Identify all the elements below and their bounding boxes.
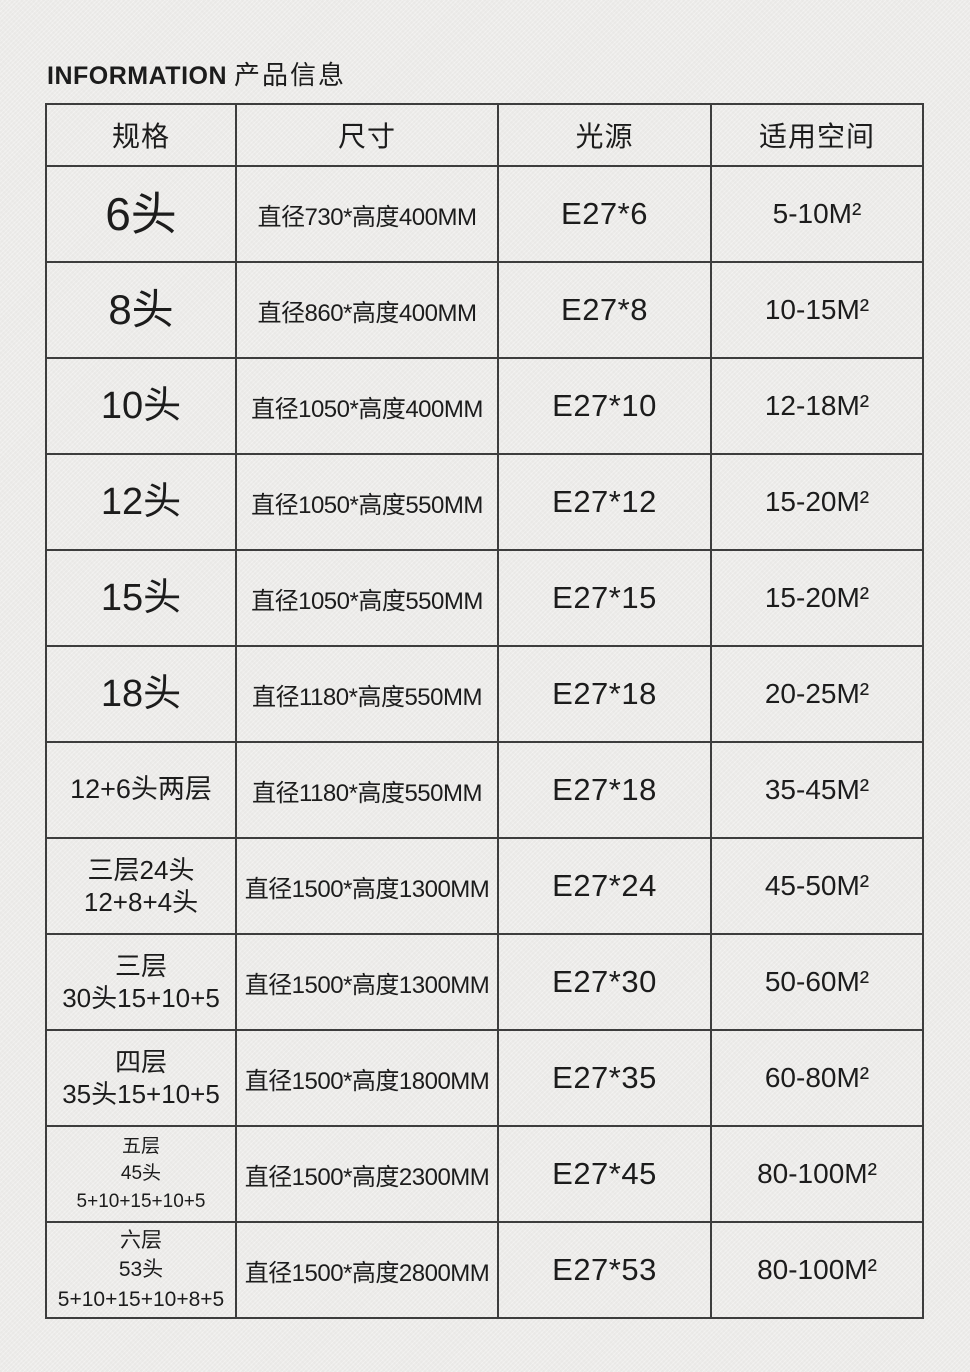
size-cell: 直径1050*高度400MM xyxy=(235,357,499,455)
space-cell: 35-45M² xyxy=(710,741,924,839)
section-title-zh: 产品信息 xyxy=(234,60,347,90)
size-cell: 直径1050*高度550MM xyxy=(235,549,499,647)
table-body: 6头 直径730*高度400MM E27*6 5-10M² 8头 直径860*高度400M… xyxy=(45,165,924,1319)
spec-cell: 五层 45头 5+10+15+10+5 xyxy=(45,1125,237,1223)
spec-cell: 18头 xyxy=(45,645,237,743)
light-source-cell: E27*12 xyxy=(497,453,712,551)
table-row: 12+6头两层 直径1180*高度550MM E27*18 35-45M² xyxy=(45,741,924,839)
space-cell: 45-50M² xyxy=(710,837,924,935)
spec-cell: 15头 xyxy=(45,549,237,647)
spec-cell: 六层 53头 5+10+15+10+8+5 xyxy=(45,1221,237,1319)
spec-line: 15头 xyxy=(100,577,182,619)
space-cell: 20-25M² xyxy=(710,645,924,743)
spec-cell: 三层 30头15+10+5 xyxy=(45,933,237,1031)
light-source-cell: E27*6 xyxy=(497,165,712,263)
size-cell: 直径1180*高度550MM xyxy=(235,645,499,743)
space-cell: 15-20M² xyxy=(710,549,924,647)
space-cell: 50-60M² xyxy=(710,933,924,1031)
product-spec-table: 规格 尺寸 光源 适用空间 6头 直径730*高度400MM E27*6 5-10M²… xyxy=(45,103,924,1319)
spec-line: 六层 xyxy=(120,1228,162,1252)
section-title: INFORMATION 产品信息 xyxy=(47,55,346,92)
light-source-cell: E27*24 xyxy=(497,837,712,935)
spec-line: 三层24头 xyxy=(87,854,195,885)
spec-cell: 12头 xyxy=(45,453,237,551)
spec-line: 5+10+15+10+8+5 xyxy=(57,1287,225,1311)
spec-line: 三层 xyxy=(114,950,167,981)
light-source-cell: E27*18 xyxy=(497,741,712,839)
space-cell: 60-80M² xyxy=(710,1029,924,1127)
size-cell: 直径1180*高度550MM xyxy=(235,741,499,839)
table-row: 三层 30头15+10+5 直径1500*高度1300MM E27*30 50-60M² xyxy=(45,933,924,1031)
spec-line: 10头 xyxy=(100,385,182,427)
section-title-en: INFORMATION xyxy=(47,62,228,90)
spec-line: 30头15+10+5 xyxy=(62,983,220,1013)
space-cell: 12-18M² xyxy=(710,357,924,455)
table-row: 15头 直径1050*高度550MM E27*15 15-20M² xyxy=(45,549,924,647)
light-source-cell: E27*45 xyxy=(497,1125,712,1223)
table-row: 10头 直径1050*高度400MM E27*10 12-18M² xyxy=(45,357,924,455)
column-header-space: 适用空间 xyxy=(710,103,924,167)
spec-cell: 6头 xyxy=(45,165,237,263)
size-cell: 直径1500*高度1300MM xyxy=(235,837,499,935)
space-cell: 5-10M² xyxy=(710,165,924,263)
spec-line: 8头 xyxy=(108,286,174,333)
space-cell: 80-100M² xyxy=(710,1125,924,1223)
spec-cell: 8头 xyxy=(45,261,237,359)
light-source-cell: E27*30 xyxy=(497,933,712,1031)
size-cell: 直径1500*高度1300MM xyxy=(235,933,499,1031)
size-cell: 直径1500*高度1800MM xyxy=(235,1029,499,1127)
spec-cell: 三层24头 12+8+4头 xyxy=(45,837,237,935)
size-cell: 直径860*高度400MM xyxy=(235,261,499,359)
column-header-light: 光源 xyxy=(497,103,712,167)
spec-line: 5+10+15+10+5 xyxy=(76,1190,206,1212)
size-cell: 直径1500*高度2800MM xyxy=(235,1221,499,1319)
light-source-cell: E27*8 xyxy=(497,261,712,359)
table-row: 6头 直径730*高度400MM E27*6 5-10M² xyxy=(45,165,924,263)
spec-line: 五层 xyxy=(121,1135,160,1157)
light-source-cell: E27*53 xyxy=(497,1221,712,1319)
column-header-size: 尺寸 xyxy=(235,103,499,167)
table-header-row: 规格 尺寸 光源 适用空间 xyxy=(45,103,924,167)
spec-line: 12头 xyxy=(100,481,182,523)
table-row: 8头 直径860*高度400MM E27*8 10-15M² xyxy=(45,261,924,359)
table-row: 四层 35头15+10+5 直径1500*高度1800MM E27*35 60-80M² xyxy=(45,1029,924,1127)
column-header-spec: 规格 xyxy=(45,103,237,167)
light-source-cell: E27*10 xyxy=(497,357,712,455)
table-row: 12头 直径1050*高度550MM E27*12 15-20M² xyxy=(45,453,924,551)
spec-line: 12+8+4头 xyxy=(83,887,199,917)
spec-line: 18头 xyxy=(100,673,182,715)
light-source-cell: E27*35 xyxy=(497,1029,712,1127)
spec-cell: 10头 xyxy=(45,357,237,455)
spec-line: 四层 xyxy=(114,1046,167,1077)
size-cell: 直径730*高度400MM xyxy=(235,165,499,263)
light-source-cell: E27*15 xyxy=(497,549,712,647)
table-row: 三层24头 12+8+4头 直径1500*高度1300MM E27*24 45-50M² xyxy=(45,837,924,935)
spec-line: 6头 xyxy=(105,188,177,240)
space-cell: 80-100M² xyxy=(710,1221,924,1319)
spec-cell: 四层 35头15+10+5 xyxy=(45,1029,237,1127)
table-row: 18头 直径1180*高度550MM E27*18 20-25M² xyxy=(45,645,924,743)
space-cell: 10-15M² xyxy=(710,261,924,359)
light-source-cell: E27*18 xyxy=(497,645,712,743)
spec-line: 53头 xyxy=(118,1258,164,1282)
spec-cell: 12+6头两层 xyxy=(45,741,237,839)
spec-line: 35头15+10+5 xyxy=(62,1079,220,1109)
table-row: 五层 45头 5+10+15+10+5 直径1500*高度2300MM E27*45 80… xyxy=(45,1125,924,1223)
size-cell: 直径1050*高度550MM xyxy=(235,453,499,551)
table-row: 六层 53头 5+10+15+10+8+5 直径1500*高度2800MM E27*53… xyxy=(45,1221,924,1319)
space-cell: 15-20M² xyxy=(710,453,924,551)
spec-line: 12+6头两层 xyxy=(70,774,212,805)
size-cell: 直径1500*高度2300MM xyxy=(235,1125,499,1223)
spec-line: 45头 xyxy=(120,1163,162,1185)
